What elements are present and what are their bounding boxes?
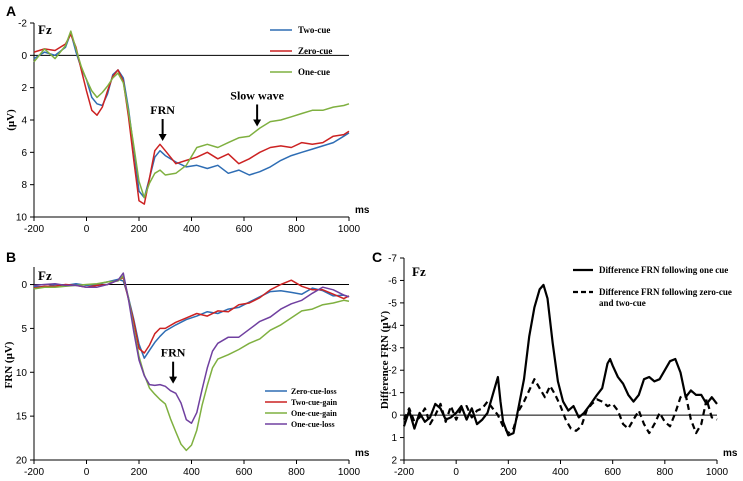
panel-letter: B: [6, 249, 16, 265]
chart-panel-b: -200 0 200 400 600 800 1000 ms 0 5 10 15 20 FRN (μV) B…: [3, 249, 370, 478]
x-tick-label: 800: [288, 224, 305, 235]
legend-label-line: and two-cue: [599, 298, 646, 308]
legend-label: Two-cue: [298, 25, 330, 35]
x-tick-label: 1000: [706, 467, 729, 478]
legend-label: One-cue-loss: [291, 420, 335, 429]
x-tick-label: 400: [183, 467, 200, 478]
electrode-label: Fz: [38, 268, 52, 283]
y-tick-label: 10: [16, 368, 28, 379]
x-axis-unit: ms: [723, 448, 738, 459]
y-axis-label: Difference FRN (μV): [379, 311, 391, 410]
electrode-label: Fz: [38, 22, 52, 37]
x-tick-label: 200: [131, 224, 148, 235]
legend-label: Two-cue-gain: [291, 398, 338, 407]
y-tick-label: 0: [391, 411, 397, 422]
y-tick-label: -3: [388, 343, 397, 354]
legend: Zero-cue-loss Two-cue-gain One-cue-gain One…: [265, 387, 338, 429]
series-line-difference-frn-following-one-cue: [402, 283, 718, 437]
legend-label: Difference FRN following one cue: [599, 265, 728, 275]
chart-panel-c: -200 0 200 400 600 800 1000 ms -7 -6 -5 -4 -3 -2 -1 0 1 2…: [372, 249, 738, 478]
series-line-one-cue-gain: [33, 275, 350, 452]
series-line-two-cue-gain: [33, 276, 350, 354]
x-tick-label: 400: [552, 467, 569, 478]
panel-letter: A: [6, 3, 16, 19]
annotation-label: Slow wave: [230, 88, 284, 102]
x-tick-label: 600: [236, 467, 253, 478]
legend: Two-cue Zero-cue One-cue: [270, 25, 332, 77]
annotation-label: FRN: [161, 346, 186, 360]
y-tick-label: 5: [21, 324, 27, 335]
y-tick-label: 6: [21, 148, 27, 159]
x-tick-label: 600: [236, 224, 253, 235]
series-line-two-cue: [33, 31, 350, 199]
legend: Difference FRN following one cue Differen…: [573, 265, 732, 308]
y-tick-label: -2: [388, 366, 397, 377]
legend-label: One-cue: [298, 67, 330, 77]
y-tick-label: 2: [391, 456, 397, 467]
x-tick-label: -200: [24, 467, 44, 478]
annotation-arrow-head: [169, 376, 178, 384]
y-tick-label: 4: [21, 116, 27, 127]
panel-letter: C: [372, 249, 382, 265]
electrode-label: Fz: [412, 264, 426, 279]
x-tick-label: 1000: [338, 224, 361, 235]
x-tick-label: 0: [84, 224, 90, 235]
x-tick-label: 0: [453, 467, 459, 478]
y-tick-label: 20: [16, 456, 28, 467]
y-tick-label: -2: [18, 19, 27, 30]
chart-panel-a: -200 0 200 400 600 800 1000 ms -2 0 2 4 6 8 10 (μV) A Fz T…: [5, 3, 370, 235]
y-axis-label: FRN (μV): [3, 341, 15, 388]
series-line-one-cue-loss: [33, 272, 350, 424]
x-tick-label: 200: [500, 467, 517, 478]
annotation-arrow-head: [253, 119, 262, 127]
x-tick-label: 200: [131, 467, 148, 478]
y-tick-label: -6: [388, 276, 397, 287]
y-tick-label: 0: [21, 51, 27, 62]
y-axis-label: (μV): [5, 109, 17, 131]
series-line-zero-cue-loss: [33, 278, 350, 359]
y-tick-label: 0: [21, 280, 27, 291]
series-line-zero-cue: [33, 33, 350, 205]
x-axis-unit: ms: [355, 205, 370, 216]
x-tick-label: -200: [394, 467, 414, 478]
x-tick-label: 0: [84, 467, 90, 478]
y-tick-label: 1: [391, 433, 397, 444]
legend-label-line: Difference FRN following zero-cue: [599, 287, 732, 297]
x-tick-label: -200: [24, 224, 44, 235]
legend-label: One-cue-gain: [291, 409, 337, 418]
y-tick-label: -5: [388, 298, 397, 309]
x-tick-label: 400: [183, 224, 200, 235]
legend-label: Zero-cue: [298, 46, 332, 56]
y-tick-label: -4: [388, 321, 397, 332]
series-line-difference-frn-following-zero-cue-and-two-cue: [403, 378, 718, 435]
x-tick-label: 800: [288, 467, 305, 478]
x-tick-label: 600: [604, 467, 621, 478]
legend-label: Zero-cue-loss: [291, 387, 337, 396]
legend-label: Difference FRN following zero-cue and two…: [599, 287, 732, 308]
y-tick-label: 15: [16, 412, 28, 423]
x-tick-label: 1000: [338, 467, 361, 478]
y-tick-label: 10: [16, 213, 28, 224]
x-axis-unit: ms: [355, 448, 370, 459]
annotation-label: FRN: [150, 103, 175, 117]
y-tick-label: 8: [21, 180, 27, 191]
series-line-one-cue: [33, 30, 350, 199]
y-tick-label: -1: [388, 388, 397, 399]
y-tick-label: -7: [388, 254, 397, 265]
annotation-arrow-head: [158, 134, 167, 142]
y-tick-label: 2: [21, 83, 27, 94]
x-tick-label: 800: [656, 467, 673, 478]
